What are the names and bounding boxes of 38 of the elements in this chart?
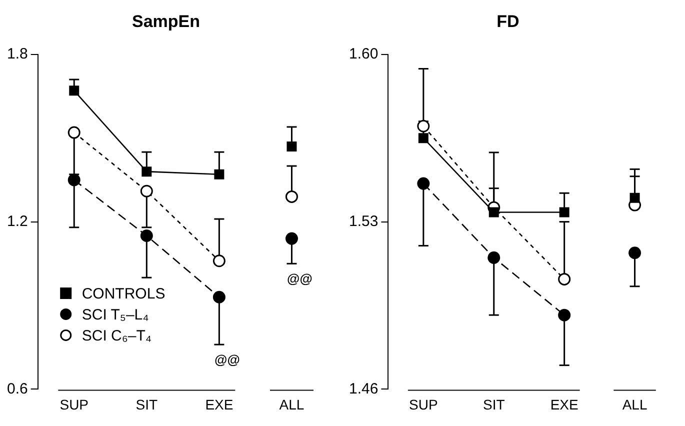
point <box>488 207 499 218</box>
point <box>417 177 430 190</box>
point <box>140 184 153 198</box>
point <box>68 174 80 186</box>
point <box>417 120 430 132</box>
point <box>558 272 571 286</box>
x-tick-label: SIT <box>136 396 158 412</box>
point <box>140 230 153 242</box>
x-tick-label: EXE <box>205 396 234 412</box>
point <box>418 133 428 144</box>
x-tick-label: SUP <box>60 396 89 412</box>
x-tick-label: SUP <box>409 396 438 412</box>
point <box>212 290 226 304</box>
point <box>559 207 570 218</box>
y-tick-label: 1.2 <box>6 212 28 230</box>
point <box>68 126 80 139</box>
chart-title: FD <box>496 12 520 31</box>
x-tick-label: EXE <box>550 396 578 412</box>
x-tick-label: SIT <box>482 396 506 412</box>
point <box>488 251 500 264</box>
y-tick-label: 1.60 <box>348 46 378 63</box>
legend-label: SCI T₅–L₄ <box>82 306 149 324</box>
annotation: @@ <box>287 271 312 286</box>
x-tick-label: ALL <box>279 396 304 412</box>
y-tick-label: 0.6 <box>6 380 28 398</box>
y-tick-label: 1.53 <box>348 212 378 230</box>
legend-label: CONTROLS <box>82 285 166 302</box>
point <box>214 169 224 180</box>
y-tick-label: 1.8 <box>6 46 28 63</box>
point <box>558 308 571 322</box>
legend-label: SCI C₆–T₄ <box>82 327 152 344</box>
point <box>142 166 152 177</box>
annotation: @@ <box>214 352 240 368</box>
x-tick-label: ALL <box>622 396 648 412</box>
point <box>69 86 80 96</box>
chart-title: SampEn <box>132 12 200 31</box>
y-tick-label: 1.46 <box>348 380 378 398</box>
point <box>212 254 226 268</box>
